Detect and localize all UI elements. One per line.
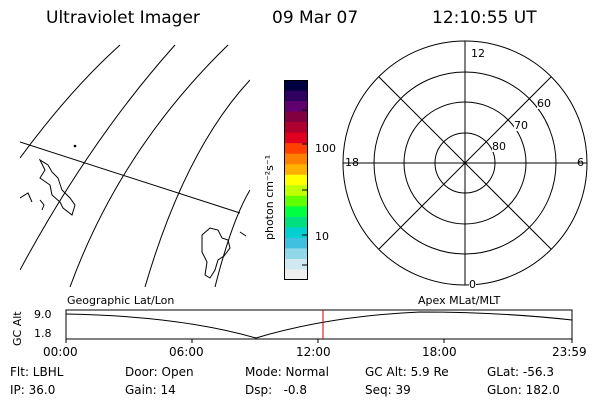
polar-label-0: 0: [469, 278, 476, 291]
status-glat: GLat: -56.3: [487, 365, 554, 379]
coastline-1: [38, 158, 76, 216]
map-arc-1: [20, 44, 121, 159]
colorbar-segment: [284, 174, 308, 186]
colorbar-tick-100: 100: [315, 142, 336, 155]
timeline-xtick-0000: 00:00: [43, 345, 78, 359]
colorbar-segment: [284, 195, 308, 207]
colorbar-segment: [284, 258, 308, 270]
status-dsp: Dsp: -0.8: [245, 383, 308, 397]
colorbar-segment: [284, 122, 308, 134]
timeline-left-caption: Geographic Lat/Lon: [67, 294, 175, 307]
timeline-plot: [65, 309, 573, 343]
map-arc-3: [69, 44, 229, 287]
map-arc-2: [20, 44, 176, 271]
timeline-frame: [65, 309, 573, 340]
colorbar-segment: [284, 153, 308, 165]
map-arc-4: [144, 79, 250, 287]
status-mode: Mode: Normal: [245, 365, 329, 379]
altitude-curve: [65, 311, 573, 339]
colorbar-segment: [284, 227, 308, 239]
timeline-y-min: 1.8: [34, 327, 52, 340]
app-title: Ultraviolet Imager: [46, 8, 200, 28]
map-arc-5: [214, 189, 250, 287]
status-gc-alt: GC Alt: 5.9 Re: [365, 365, 449, 379]
colorbar-segment: [284, 248, 308, 260]
coastline-dot: [73, 144, 77, 148]
coastline-2: [39, 199, 45, 211]
coastline-3: [20, 192, 33, 203]
polar-lat-70: 70: [514, 119, 528, 132]
colorbar-segment: [284, 143, 308, 155]
status-door: Door: Open: [125, 365, 194, 379]
coastline-4: [201, 227, 231, 279]
date-label: 09 Mar 07: [272, 8, 359, 28]
timeline-xtick-0600: 06:00: [169, 345, 204, 359]
timeline-xtick-1200: 12:00: [296, 345, 331, 359]
polar-lat-60: 60: [537, 97, 551, 110]
status-ip: IP: 36.0: [10, 383, 56, 397]
colorbar-segment: [284, 132, 308, 144]
status-gain: Gain: 14: [125, 383, 176, 397]
polar-label-6: 6: [577, 156, 584, 169]
time-label: 12:10:55 UT: [432, 8, 537, 28]
colorbar-segment: [284, 206, 308, 218]
timeline-xtick-1800: 18:00: [422, 345, 457, 359]
colorbar-segment: [284, 164, 308, 176]
colorbar-segment: [284, 269, 308, 280]
colorbar-segment: [284, 101, 308, 113]
colorbar-segment: [284, 237, 308, 249]
polar-diagonal-2: [378, 76, 552, 250]
timeline-y-max: 9.0: [34, 308, 52, 321]
colorbar-segment: [284, 185, 308, 197]
polar-label-18: 18: [345, 156, 359, 169]
colorbar-segment: [284, 111, 308, 123]
status-seq: Seq: 39: [365, 383, 411, 397]
colorbar-segment: [284, 80, 308, 92]
colorbar-segment: [284, 216, 308, 228]
geographic-map: [20, 44, 250, 287]
timeline-xtick-2359: 23:59: [552, 345, 587, 359]
colorbar-unit-label: photon cm⁻²s⁻¹: [263, 154, 276, 240]
polar-label-12: 12: [471, 47, 485, 60]
colorbar-tick-10: 10: [315, 230, 329, 243]
map-lonline: [20, 141, 241, 214]
coastline-5: [239, 231, 247, 237]
status-glon: GLon: 182.0: [487, 383, 560, 397]
colorbar-segment: [284, 90, 308, 102]
polar-lat-80: 80: [492, 140, 506, 153]
color-bar: [284, 80, 308, 280]
polar-plot: [342, 40, 588, 286]
status-flt: Flt: LBHL: [10, 365, 64, 379]
colorbar-frame: [284, 80, 308, 280]
timeline-right-caption: Apex MLat/MLT: [418, 294, 501, 307]
